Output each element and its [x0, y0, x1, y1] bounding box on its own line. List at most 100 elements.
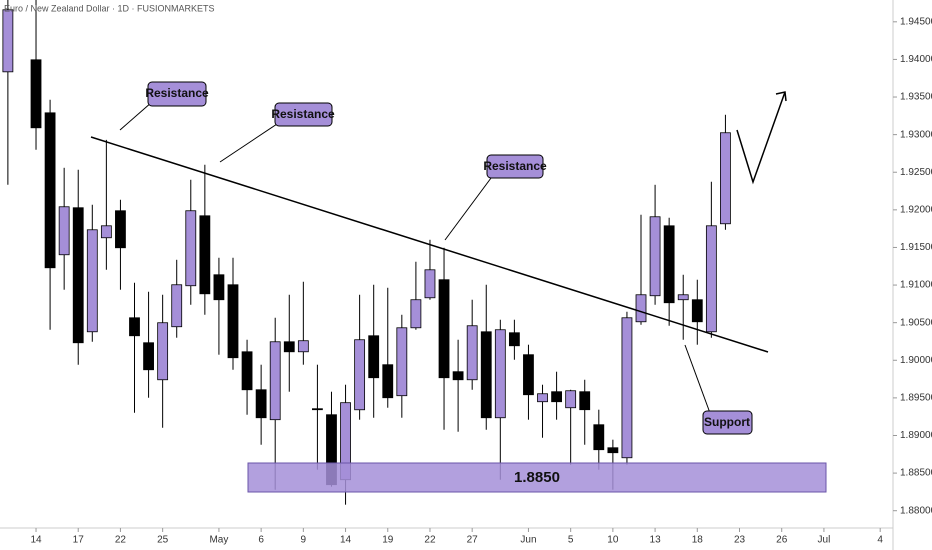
candle-body	[438, 279, 450, 379]
candle-body	[297, 340, 309, 353]
y-tick-label: 1.93500	[900, 92, 932, 103]
x-tick-label: Jun	[520, 535, 536, 546]
candle-body	[635, 294, 647, 323]
x-tick-label: Jul	[818, 535, 831, 546]
candle-body	[227, 284, 239, 359]
callout-pointer	[119, 101, 153, 131]
y-tick-label: 1.92000	[900, 204, 932, 215]
candle-body	[621, 317, 633, 459]
candle-body	[480, 331, 492, 419]
candle-body	[368, 335, 380, 379]
callout-text: Support	[704, 415, 750, 429]
x-tick-label: 6	[258, 535, 264, 546]
callout-text: Resistance	[483, 159, 547, 173]
candle-body	[649, 216, 661, 297]
callout-pointer	[444, 173, 495, 241]
candle-body	[720, 132, 731, 225]
x-tick-label: 22	[424, 535, 436, 546]
x-tick-label: 5	[568, 535, 574, 546]
candle-body	[255, 389, 267, 419]
candle-body	[86, 229, 98, 333]
callout-pointer	[219, 121, 281, 163]
candle-body	[705, 225, 717, 333]
candle-body	[396, 327, 408, 397]
candle-body	[157, 322, 169, 381]
candle-body	[424, 269, 436, 299]
candle-body	[100, 225, 112, 239]
candle-body	[30, 59, 42, 129]
y-tick-label: 1.94500	[900, 16, 932, 27]
callout-box	[702, 410, 753, 435]
candle-body	[143, 342, 154, 371]
y-tick-label: 1.89500	[900, 393, 932, 404]
callout-text: Resistance	[271, 107, 335, 121]
x-tick-label: 26	[776, 535, 788, 546]
y-tick-label: 1.88000	[900, 505, 932, 516]
candle-body	[213, 274, 225, 301]
y-tick-label: 1.91000	[900, 280, 932, 291]
projection-arrow	[736, 91, 786, 185]
x-tick-label: 27	[467, 535, 479, 546]
y-tick-label: 1.90500	[900, 317, 932, 328]
y-tick-label: 1.93000	[900, 129, 932, 140]
callout-text: Resistance	[145, 86, 209, 100]
callout-box	[486, 154, 544, 179]
x-tick-label: May	[209, 535, 228, 546]
candle-body	[382, 364, 394, 399]
y-tick-label: 1.90000	[900, 355, 932, 366]
x-tick-label: 23	[734, 535, 746, 546]
candle-body	[537, 393, 548, 403]
candle-body	[508, 332, 520, 347]
arrow-head	[775, 91, 787, 102]
x-tick-label: 9	[301, 535, 307, 546]
chart-title: Euro / New Zealand Dollar · 1D · FUSIONM…	[4, 3, 215, 13]
candle-body	[565, 390, 577, 409]
candle-body	[691, 299, 703, 323]
x-tick-label: 25	[157, 535, 169, 546]
candle-body	[129, 317, 140, 337]
x-tick-label: 10	[607, 535, 619, 546]
candle-body	[354, 339, 366, 411]
candles	[2, 0, 731, 505]
callout-box	[274, 102, 333, 127]
candle-body	[2, 9, 14, 73]
callout-pointer	[684, 344, 711, 414]
trendline	[90, 136, 769, 353]
y-tick-label: 1.91500	[900, 242, 932, 253]
candle-body	[410, 299, 422, 329]
candle-body	[283, 341, 295, 353]
x-tick-label: 18	[692, 535, 704, 546]
y-tick-label: 1.88500	[900, 468, 932, 479]
candle-body	[44, 112, 56, 269]
candle-body	[312, 408, 323, 411]
candle-body	[607, 447, 619, 454]
x-tick-label: 19	[382, 535, 394, 546]
candle-body	[199, 215, 211, 295]
candle-body	[663, 225, 675, 304]
candle-body	[58, 206, 70, 256]
candle-body	[523, 354, 534, 396]
candle-body	[452, 371, 464, 381]
candle-body	[241, 351, 253, 391]
candle-body	[72, 207, 84, 344]
y-tick-label: 1.94000	[900, 54, 932, 65]
x-tick-label: 4	[877, 535, 883, 546]
callout-box	[147, 81, 207, 107]
x-tick-label: 14	[30, 535, 42, 546]
candle-body	[185, 210, 197, 287]
zone-label: 1.8850	[514, 469, 560, 486]
candle-body	[593, 424, 605, 451]
x-tick-label: 17	[73, 535, 85, 546]
candle-body	[579, 391, 591, 411]
y-tick-label: 1.92500	[900, 167, 932, 178]
candle-body	[551, 391, 562, 403]
y-tick-label: 1.89000	[900, 430, 932, 441]
candle-body	[677, 294, 689, 301]
x-tick-label: 14	[340, 535, 352, 546]
candle-body	[494, 329, 506, 419]
x-tick-label: 13	[650, 535, 662, 546]
candle-body	[269, 341, 281, 421]
candle-body	[171, 284, 183, 328]
candle-body	[115, 210, 126, 249]
